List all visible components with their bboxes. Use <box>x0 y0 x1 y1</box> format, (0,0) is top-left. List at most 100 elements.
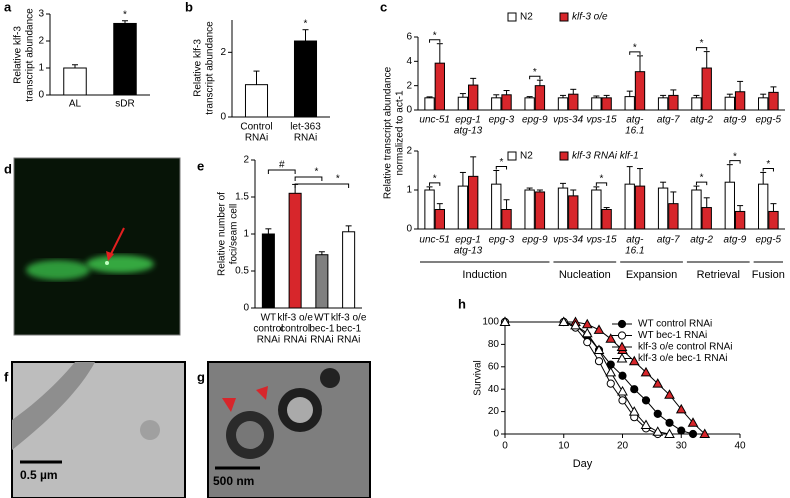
y-tick-label: 40 <box>488 384 500 395</box>
bar <box>624 183 635 230</box>
x-tick-label: atg-13 <box>454 246 483 257</box>
bar <box>63 67 87 96</box>
legend-swatch <box>559 151 569 161</box>
significance-label: * <box>633 42 637 53</box>
autophagosome <box>320 368 340 388</box>
bar <box>491 97 502 111</box>
survival-point <box>605 366 617 377</box>
significance-bracket <box>729 160 741 164</box>
y-tick-label: 1 <box>243 229 249 240</box>
y-axis-label: transcript abundance <box>205 21 216 115</box>
bar <box>691 97 702 111</box>
y-tick-label: 2 <box>406 80 412 91</box>
bar <box>534 85 546 111</box>
significance-bracket <box>629 51 641 55</box>
x-tick-label: atg-7 <box>657 235 680 246</box>
group-label: Induction <box>462 269 507 281</box>
x-tick-label: bec-1 <box>336 324 361 335</box>
survival-point <box>618 371 627 380</box>
significance-label: * <box>123 9 127 20</box>
comparison-bracket <box>267 169 296 174</box>
bar <box>668 94 679 111</box>
x-tick-label: 0 <box>502 441 508 452</box>
y-tick-label: 2 <box>243 155 249 166</box>
image-frame <box>13 157 181 336</box>
y-axis-label: Relative klf-3 <box>13 26 24 84</box>
y-tick-label: 80 <box>488 339 500 350</box>
significance-label: * <box>433 30 437 41</box>
significance-bracket <box>595 182 608 186</box>
y-axis-label: Relative transcript abundance <box>383 66 394 199</box>
bar <box>758 183 769 230</box>
x-tick-label: atg-2 <box>690 235 713 246</box>
survival-point <box>499 316 511 326</box>
x-tick-label: epg-3 <box>489 235 515 246</box>
bar <box>758 97 769 111</box>
x-tick-label: 16.1 <box>625 126 644 137</box>
x-tick-label: atg-9 <box>724 235 747 246</box>
x-tick-label: RNAi <box>294 133 317 144</box>
x-tick-label: epg-1 <box>455 235 481 246</box>
micrograph-d: d <box>4 157 181 336</box>
x-tick-label: control <box>280 324 310 335</box>
x-tick-label: atg-9 <box>724 115 747 126</box>
x-tick-label: 10 <box>558 441 570 452</box>
survival-line <box>505 321 658 435</box>
bar <box>288 192 302 309</box>
x-tick-label: sDR <box>115 99 134 110</box>
organelle <box>140 420 160 440</box>
x-tick-label: 30 <box>676 441 688 452</box>
cell <box>26 260 90 280</box>
autophagosome <box>287 397 313 423</box>
y-tick-label: 1 <box>38 63 44 74</box>
bar <box>457 96 469 111</box>
panel-label: b <box>185 0 193 14</box>
legend-marker <box>617 319 627 329</box>
y-tick-label: 0 <box>220 112 226 123</box>
x-tick-label: klf-3 o/e <box>331 313 367 324</box>
x-tick-label: unc-51 <box>419 115 450 126</box>
bar <box>601 209 612 230</box>
y-tick-label: 2 <box>38 36 44 47</box>
comparison-label: * <box>336 174 340 185</box>
y-tick-label: 1.5 <box>235 192 249 203</box>
significance-label: * <box>600 174 604 185</box>
survival-point <box>653 409 662 418</box>
x-tick-label: atg- <box>626 115 644 126</box>
y-tick-label: 0 <box>38 90 44 101</box>
x-tick-label: epg-9 <box>522 235 548 246</box>
survival-point <box>558 316 570 326</box>
bar <box>734 210 746 230</box>
bar <box>657 97 669 111</box>
survival-point <box>652 426 664 436</box>
significance-bracket <box>529 75 541 80</box>
y-tick-label: 6 <box>406 32 412 43</box>
x-tick-label: epg-5 <box>756 115 782 126</box>
x-tick-label: unc-51 <box>419 235 450 246</box>
x-tick-label: 40 <box>734 441 746 452</box>
legend-label: klf-3 o/e <box>572 12 608 23</box>
survival-point <box>583 338 592 347</box>
survival-point <box>606 379 615 388</box>
significance-bracket <box>429 39 441 43</box>
focus <box>105 261 109 265</box>
bar <box>524 189 535 230</box>
legend-label: klf-3 o/e bec-1 RNAi <box>638 353 727 364</box>
significance-label: * <box>700 38 704 49</box>
legend-marker <box>616 341 628 351</box>
bar <box>315 254 329 309</box>
micrograph-f: 0.5 µm f <box>4 361 186 498</box>
y-tick-label: 0 <box>406 105 412 116</box>
significance-label: * <box>304 18 308 29</box>
x-tick-label: WT <box>314 313 330 324</box>
legend-label: klf-3 RNAi klf-1 <box>572 151 639 162</box>
x-tick-label: let-363 <box>290 122 321 133</box>
y-axis-label: Relative klf-3 <box>193 39 204 97</box>
arrow-head <box>106 251 114 261</box>
bar <box>768 91 779 111</box>
bar <box>293 40 318 118</box>
y-tick-label: 0 <box>243 303 249 314</box>
cell <box>86 255 154 273</box>
bar <box>734 91 746 111</box>
y-tick-label: 1 <box>406 185 412 196</box>
